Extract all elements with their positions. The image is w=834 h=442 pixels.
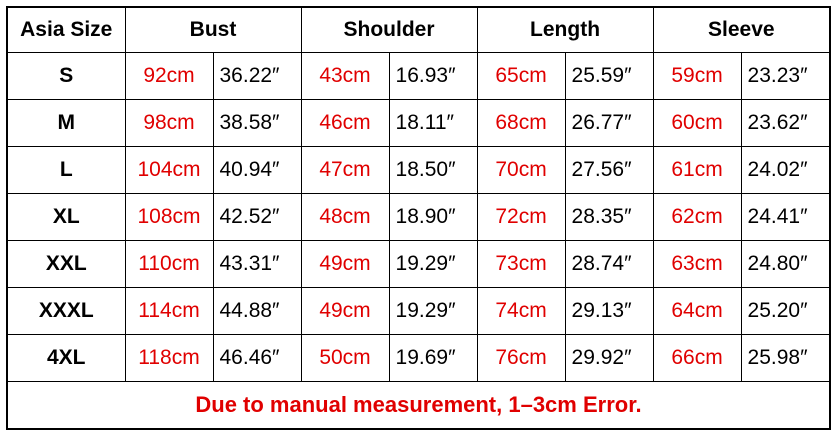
table-body: S 92cm 36.22″ 43cm 16.93″ 65cm 25.59″ 59cm 23.23… [6,52,831,430]
measure-cell: 46cm [300,99,390,147]
measure-cell: 19.29″ [388,287,478,335]
size-cell: XXXL [6,287,126,335]
measure-cell: 23.23″ [740,52,831,100]
measure-cell: 25.59″ [564,52,654,100]
size-row: S 92cm 36.22″ 43cm 16.93″ 65cm 25.59″ 59cm 23.23… [6,52,831,100]
header-cell: Bust [124,6,302,53]
header-cell: Shoulder [300,6,478,53]
size-cell: M [6,99,126,147]
measure-cell: 44.88″ [212,287,302,335]
measure-cell: 74cm [476,287,566,335]
measure-cell: 28.74″ [564,240,654,288]
size-row: XL 108cm 42.52″ 48cm 18.90″ 72cm 28.35″ 62cm 24.… [6,193,831,241]
measure-cell: 114cm [124,287,214,335]
measure-cell: 24.80″ [740,240,831,288]
measure-cell: 47cm [300,146,390,194]
measure-cell: 63cm [652,240,742,288]
footer-note: Due to manual measurement, 1–3cm Error. [6,381,831,430]
measure-cell: 25.98″ [740,334,831,382]
measure-cell: 27.56″ [564,146,654,194]
header-cell: Sleeve [652,6,831,53]
size-row: 4XL 118cm 46.46″ 50cm 19.69″ 76cm 29.92″ 66cm 25… [6,334,831,382]
measure-cell: 29.92″ [564,334,654,382]
measure-cell: 18.90″ [388,193,478,241]
measure-cell: 64cm [652,287,742,335]
measure-cell: 19.29″ [388,240,478,288]
measure-cell: 16.93″ [388,52,478,100]
footer-row: Due to manual measurement, 1–3cm Error. [6,381,831,430]
size-row: L 104cm 40.94″ 47cm 18.50″ 70cm 27.56″ 61cm 24.0… [6,146,831,194]
size-row: XXXL 114cm 44.88″ 49cm 19.29″ 74cm 29.13″ 64cm 2… [6,287,831,335]
header-cell: Asia Size [6,6,126,53]
measure-cell: 49cm [300,240,390,288]
size-row: XXL 110cm 43.31″ 49cm 19.29″ 73cm 28.74″ 63cm 24… [6,240,831,288]
measure-cell: 25.20″ [740,287,831,335]
measure-cell: 18.11″ [388,99,478,147]
header-cell: Length [476,6,654,53]
measure-cell: 43.31″ [212,240,302,288]
measure-cell: 66cm [652,334,742,382]
measure-cell: 36.22″ [212,52,302,100]
measure-cell: 65cm [476,52,566,100]
measure-cell: 61cm [652,146,742,194]
size-cell: XL [6,193,126,241]
measure-cell: 59cm [652,52,742,100]
measure-cell: 72cm [476,193,566,241]
size-cell: S [6,52,126,100]
measure-cell: 108cm [124,193,214,241]
measure-cell: 24.02″ [740,146,831,194]
measure-cell: 42.52″ [212,193,302,241]
measure-cell: 62cm [652,193,742,241]
measure-cell: 60cm [652,99,742,147]
measure-cell: 48cm [300,193,390,241]
measure-cell: 118cm [124,334,214,382]
measure-cell: 104cm [124,146,214,194]
size-chart: Asia Size Bust Shoulder Length Sleeve S 92cm 3… [6,6,832,430]
measure-cell: 92cm [124,52,214,100]
measure-cell: 46.46″ [212,334,302,382]
size-cell: XXL [6,240,126,288]
measure-cell: 38.58″ [212,99,302,147]
measure-cell: 40.94″ [212,146,302,194]
measure-cell: 29.13″ [564,287,654,335]
measure-cell: 68cm [476,99,566,147]
measure-cell: 18.50″ [388,146,478,194]
header-row: Asia Size Bust Shoulder Length Sleeve [6,6,831,53]
measure-cell: 98cm [124,99,214,147]
measure-cell: 70cm [476,146,566,194]
measure-cell: 28.35″ [564,193,654,241]
measure-cell: 73cm [476,240,566,288]
size-row: M 98cm 38.58″ 46cm 18.11″ 68cm 26.77″ 60cm 23.62… [6,99,831,147]
measure-cell: 43cm [300,52,390,100]
measure-cell: 50cm [300,334,390,382]
measure-cell: 23.62″ [740,99,831,147]
measure-cell: 26.77″ [564,99,654,147]
measure-cell: 19.69″ [388,334,478,382]
size-cell: L [6,146,126,194]
measure-cell: 24.41″ [740,193,831,241]
measure-cell: 110cm [124,240,214,288]
measure-cell: 76cm [476,334,566,382]
measure-cell: 49cm [300,287,390,335]
size-cell: 4XL [6,334,126,382]
